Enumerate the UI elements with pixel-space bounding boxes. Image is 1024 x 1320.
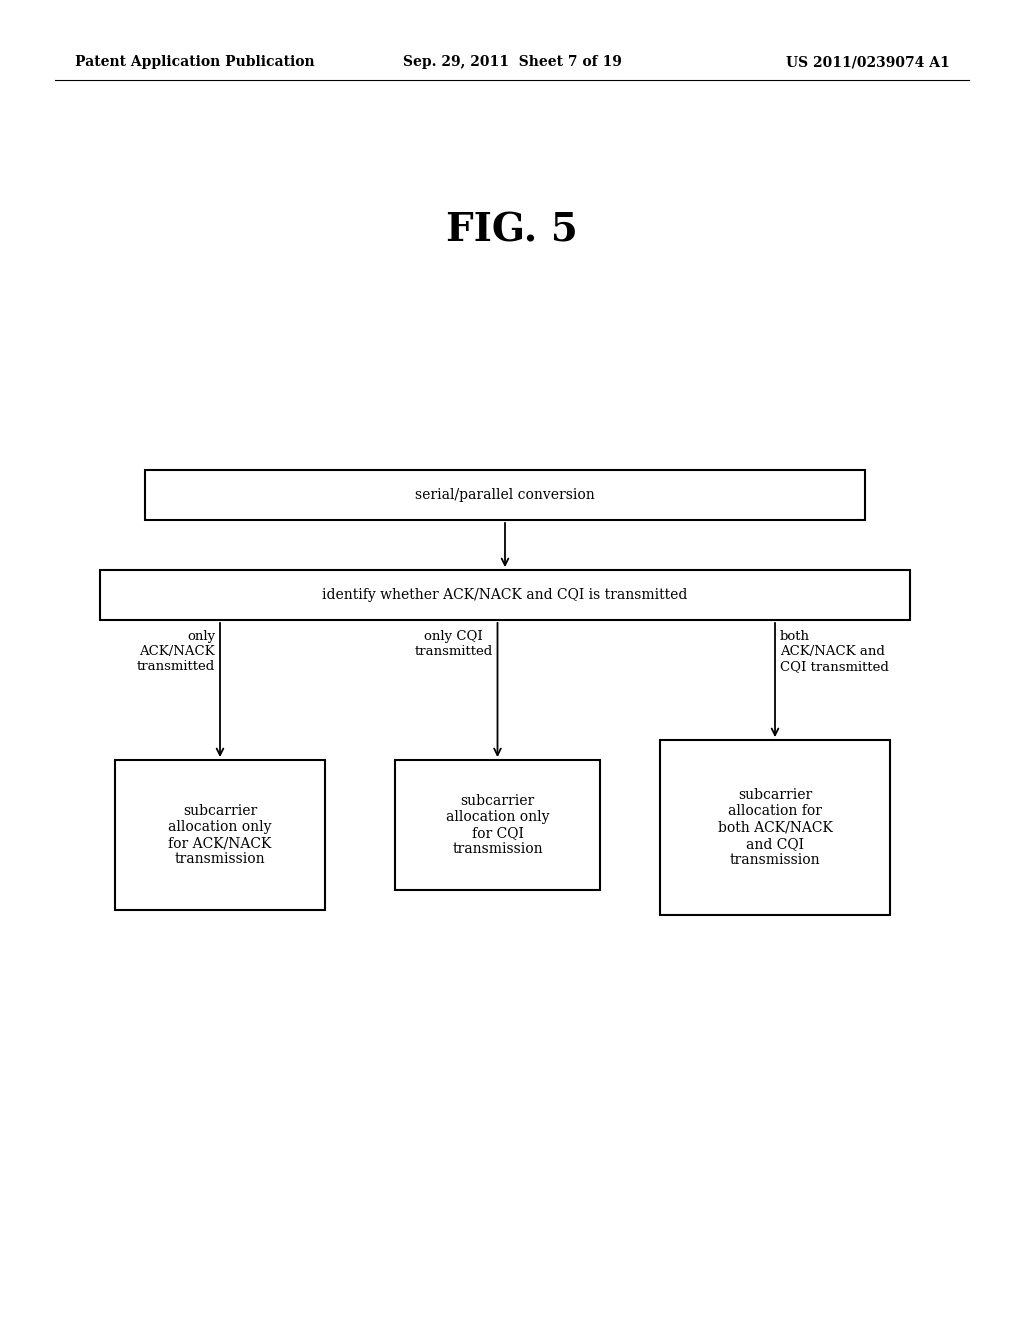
Text: US 2011/0239074 A1: US 2011/0239074 A1 bbox=[786, 55, 950, 69]
Text: both
ACK/NACK and
CQI transmitted: both ACK/NACK and CQI transmitted bbox=[780, 630, 889, 673]
Text: Patent Application Publication: Patent Application Publication bbox=[75, 55, 314, 69]
Text: serial/parallel conversion: serial/parallel conversion bbox=[415, 488, 595, 502]
Bar bbox=[660, 741, 890, 915]
Text: identify whether ACK/NACK and CQI is transmitted: identify whether ACK/NACK and CQI is tra… bbox=[323, 587, 688, 602]
Text: only CQI
transmitted: only CQI transmitted bbox=[415, 630, 493, 657]
Text: subcarrier
allocation only
for ACK/NACK
transmission: subcarrier allocation only for ACK/NACK … bbox=[168, 804, 271, 866]
Text: subcarrier
allocation for
both ACK/NACK
and CQI
transmission: subcarrier allocation for both ACK/NACK … bbox=[718, 788, 833, 867]
Bar bbox=[100, 570, 910, 620]
Bar bbox=[115, 760, 325, 909]
Bar bbox=[145, 470, 865, 520]
Text: FIG. 5: FIG. 5 bbox=[446, 211, 578, 249]
Text: only
ACK/NACK
transmitted: only ACK/NACK transmitted bbox=[137, 630, 215, 673]
Text: subcarrier
allocation only
for CQI
transmission: subcarrier allocation only for CQI trans… bbox=[445, 793, 549, 857]
Text: Sep. 29, 2011  Sheet 7 of 19: Sep. 29, 2011 Sheet 7 of 19 bbox=[402, 55, 622, 69]
Bar bbox=[395, 760, 600, 890]
